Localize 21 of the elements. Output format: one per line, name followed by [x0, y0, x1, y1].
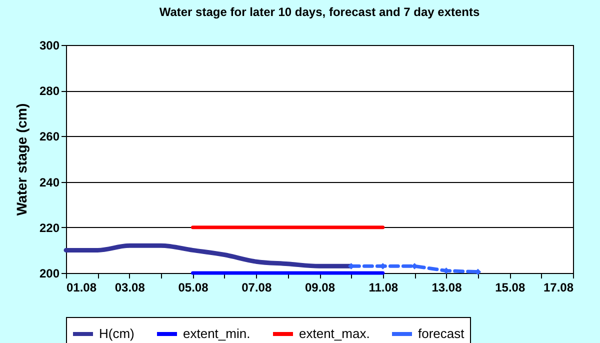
- x-tick-label: 11.08: [368, 280, 398, 294]
- x-tick-label: 05.08: [178, 280, 209, 294]
- x-tick-label: 09.08: [304, 280, 336, 294]
- x-tick-label: 13.08: [432, 280, 462, 294]
- x-tick-label: 17.08: [543, 280, 574, 294]
- y-tick-label: 260: [39, 130, 60, 144]
- y-axis-title: Water stage (cm): [13, 103, 30, 216]
- x-tick-label: 01.08: [66, 280, 97, 294]
- y-tick-label: 280: [39, 84, 60, 98]
- chart-title: Water stage for later 10 days, forecast and 7 day extents: [159, 5, 480, 19]
- x-tick-label: 15.08: [495, 280, 526, 294]
- y-tick-label: 200: [39, 266, 60, 280]
- y-tick-label: 300: [39, 38, 60, 52]
- x-tick-label: 03.08: [114, 280, 146, 294]
- legend-label: extent_min.: [183, 326, 250, 341]
- y-tick-label: 240: [39, 175, 60, 190]
- x-tick-label: 07.08: [242, 280, 272, 294]
- legend-label: forecast: [418, 326, 465, 341]
- legend-label: extent_max.: [299, 326, 370, 341]
- legend-label: H(cm): [99, 326, 134, 341]
- y-tick-label: 220: [39, 220, 60, 235]
